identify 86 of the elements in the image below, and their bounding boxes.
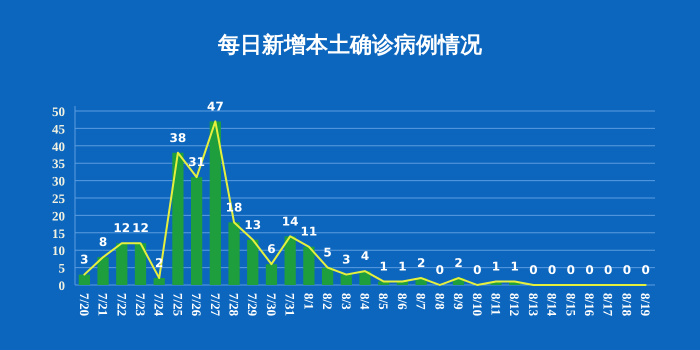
data-label: 0 [473,263,482,277]
data-label: 1 [510,260,519,274]
data-label: 47 [206,99,224,114]
bar [154,278,165,285]
data-label: 4 [360,249,370,264]
x-tick-label: 7/22 [114,293,130,316]
x-tick-label: 8/13 [526,293,541,317]
x-tick-label: 7/30 [264,293,279,316]
data-label: 38 [170,130,186,145]
x-tick-label: 7/27 [208,293,223,317]
x-tick-label: 8/5 [376,293,392,310]
x-tick-label: 7/24 [152,293,167,317]
y-tick-label: 10 [52,243,65,258]
x-tick-label: 8/17 [600,293,616,317]
x-tick-label: 8/7 [414,293,429,310]
x-tick-label: 7/28 [226,293,242,317]
data-label: 14 [282,214,299,228]
data-label: 2 [416,256,426,270]
x-tick-label: 8/1 [301,293,316,310]
x-tick-label: 8/16 [582,293,598,317]
bar [247,240,258,285]
y-tick-label: 30 [52,174,65,189]
x-tick-label: 8/3 [338,293,354,310]
data-label: 5 [323,246,332,260]
x-tick-label: 8/15 [563,293,578,317]
y-tick-label: 45 [52,121,66,136]
data-label: 1 [380,260,388,274]
data-label: 3 [80,252,89,267]
y-tick-label: 40 [52,138,65,154]
x-tick-label: 7/26 [189,293,204,317]
data-label: 0 [604,263,612,277]
bar [266,264,278,285]
y-tick-label: 15 [52,226,66,241]
bar [303,246,314,285]
bar [191,177,202,285]
data-label: 12 [113,221,130,236]
data-label: 0 [641,263,650,277]
x-tick-label: 7/21 [96,293,111,316]
x-tick-label: 8/19 [638,293,654,317]
data-label: 0 [548,263,556,277]
data-label: 12 [132,221,149,236]
y-tick-label: 0 [58,278,65,293]
y-tick-label: 35 [52,156,66,172]
data-label: 6 [267,242,276,256]
bar [116,243,128,285]
bar [322,268,334,285]
x-tick-label: 8/8 [432,293,448,310]
x-tick-label: 8/12 [507,293,522,316]
x-tick-label: 8/11 [488,293,504,316]
data-label: 11 [300,224,318,239]
y-tick-label: 25 [52,191,66,206]
chart-title: 每日新增本土确诊病例情况 [217,32,483,58]
x-tick-label: 8/4 [358,293,372,310]
data-label: 0 [585,263,594,277]
data-label: 8 [98,235,108,250]
x-tick-label: 8/6 [394,293,410,310]
x-tick-label: 7/25 [170,293,186,317]
x-tick-label: 8/10 [470,293,485,316]
x-tick-label: 8/2 [320,293,336,310]
bar [284,236,296,285]
bar [340,274,352,285]
data-label: 1 [492,260,500,274]
bar [78,274,90,285]
bar [134,243,146,285]
bar [228,222,240,285]
x-tick-label: 7/20 [76,293,92,316]
x-tick-label: 8/14 [544,293,560,317]
y-tick-label: 50 [52,104,65,119]
data-label: 3 [342,252,350,267]
x-tick-label: 8/18 [619,293,634,317]
data-label: 2 [454,256,463,270]
data-label: 0 [566,263,575,277]
data-label: 0 [622,263,632,277]
x-tick-label: 8/9 [451,293,466,310]
x-tick-label: 7/31 [282,293,298,316]
bar [172,152,184,285]
x-tick-label: 7/29 [245,293,260,317]
data-label: 0 [436,263,444,277]
data-label: 1 [398,260,407,274]
data-label: 0 [529,263,538,277]
y-tick-label: 20 [52,208,65,224]
y-tick-label: 5 [58,260,66,276]
bar [97,257,109,285]
data-label: 13 [244,218,262,232]
bar [210,121,221,285]
x-tick-label: 7/23 [132,293,148,317]
